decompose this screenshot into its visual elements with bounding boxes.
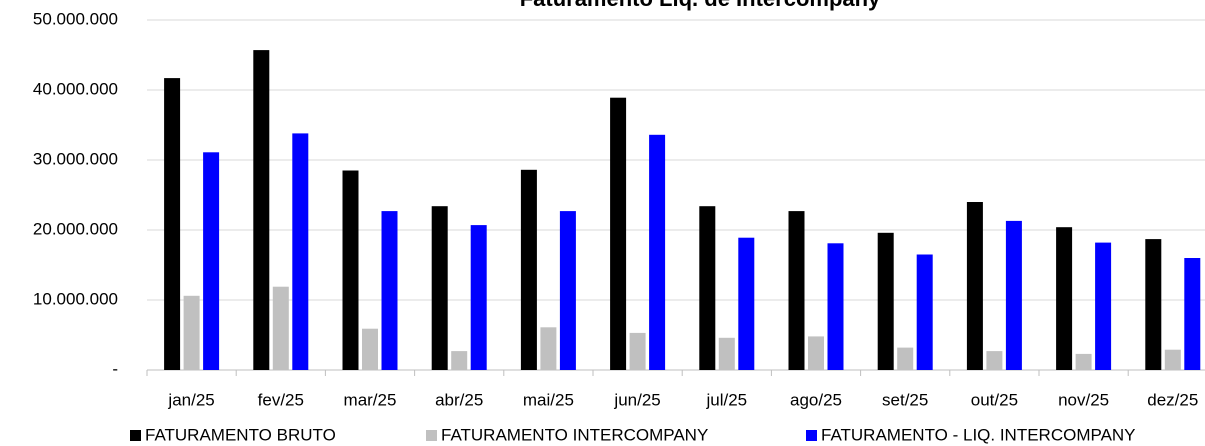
bar	[1184, 258, 1201, 370]
bar	[897, 347, 914, 370]
y-tick-label: 50.000.000	[33, 9, 118, 28]
legend-label: FATURAMENTO BRUTO	[145, 425, 336, 444]
bar	[629, 332, 646, 370]
x-tick-label: ago/25	[790, 390, 842, 409]
bar	[431, 206, 448, 370]
bar	[1095, 242, 1112, 370]
x-tick-label: mai/25	[523, 390, 574, 409]
bar	[1145, 239, 1162, 370]
bar	[559, 211, 576, 370]
bar	[1075, 353, 1092, 370]
bar	[699, 206, 716, 370]
legend-swatch	[426, 430, 437, 441]
y-tick-label: 30.000.000	[33, 149, 118, 168]
bar	[253, 50, 270, 370]
bar	[986, 351, 1003, 370]
y-tick-label: 40.000.000	[33, 79, 118, 98]
y-tick-label: 10.000.000	[33, 289, 118, 308]
bar	[1164, 349, 1181, 370]
x-tick-label: abr/25	[435, 390, 483, 409]
legend-label: FATURAMENTO INTERCOMPANY	[441, 425, 708, 444]
bar	[738, 237, 755, 370]
bar	[1056, 227, 1073, 370]
bar	[827, 243, 844, 370]
bar	[916, 254, 933, 370]
x-tick-label: set/25	[882, 390, 928, 409]
bar	[342, 170, 359, 370]
x-tick-label: fev/25	[258, 390, 304, 409]
bar	[164, 78, 181, 370]
bar	[808, 336, 824, 370]
bar	[362, 328, 378, 370]
bar	[1005, 220, 1022, 370]
bar	[649, 134, 666, 370]
bar	[966, 202, 983, 370]
y-tick-label: -	[112, 359, 118, 378]
bar	[381, 211, 398, 370]
bar	[451, 351, 468, 370]
x-tick-label: dez/25	[1147, 390, 1198, 409]
x-tick-label: jul/25	[705, 390, 747, 409]
x-tick-label: nov/25	[1058, 390, 1109, 409]
x-tick-label: mar/25	[344, 390, 397, 409]
bar	[470, 225, 487, 370]
bar	[877, 232, 894, 370]
bar	[540, 327, 557, 370]
bar	[788, 211, 805, 370]
bar	[520, 169, 537, 370]
y-tick-label: 20.000.000	[33, 219, 118, 238]
bar	[183, 295, 200, 370]
legend-label: FATURAMENTO - LIQ. INTERCOMPANY	[821, 425, 1136, 444]
bar	[610, 97, 627, 370]
bar	[718, 337, 735, 370]
bar	[272, 286, 289, 370]
legend-swatch	[806, 430, 817, 441]
bar	[292, 133, 309, 370]
legend-swatch	[130, 430, 141, 441]
x-tick-label: out/25	[971, 390, 1018, 409]
chart-title: Faturamento Liq. de Intercompany	[520, 0, 881, 11]
x-tick-label: jun/25	[613, 390, 660, 409]
x-tick-label: jan/25	[167, 390, 214, 409]
bar	[203, 152, 220, 370]
